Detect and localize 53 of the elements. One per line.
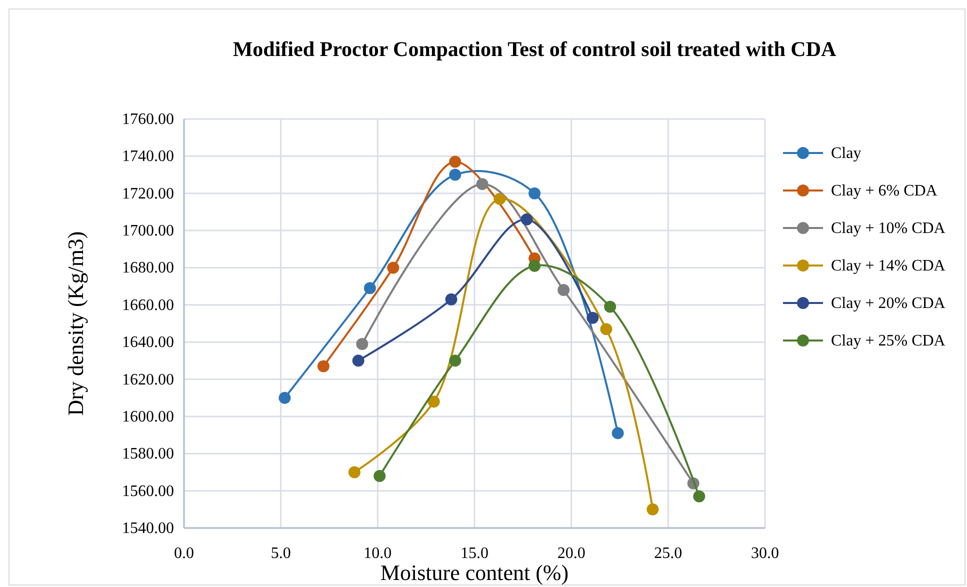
point [612, 427, 624, 440]
x-tick-label: 5.0 [270, 545, 291, 562]
point [520, 213, 533, 226]
point [374, 470, 386, 482]
point [449, 156, 462, 168]
point [356, 338, 368, 350]
y-tick-label: 1680.00 [122, 260, 174, 277]
x-tick-label: 25.0 [654, 545, 682, 562]
point [528, 187, 541, 200]
y-tick-label: 1720.00 [122, 185, 174, 202]
point [348, 466, 360, 478]
x-tick-label: 15.0 [460, 545, 488, 562]
y-tick-label: 1600.00 [122, 408, 174, 426]
legend-label: Clay [831, 145, 862, 162]
point [317, 360, 330, 372]
point [428, 396, 440, 408]
x-tick-label: 0.0 [174, 545, 194, 562]
point [449, 354, 462, 367]
chart-title: Modified Proctor Compaction Test of control soil treated with CDA [232, 37, 837, 61]
point [278, 392, 291, 404]
point [586, 312, 599, 324]
point [646, 503, 659, 516]
legend-label: Clay + 14% CDA [831, 258, 946, 274]
point [558, 284, 570, 296]
point [528, 260, 541, 272]
x-tick-label: 20.0 [557, 545, 586, 562]
x-axis-title: Moisture content (%) [380, 560, 569, 585]
y-tick-label: 1620.00 [122, 371, 174, 388]
y-tick-label: 1580.00 [122, 446, 174, 463]
point [604, 300, 616, 313]
y-axis-title: Dry density (Kg/m3) [63, 231, 88, 416]
x-tick-label: 30.0 [751, 545, 779, 562]
point [476, 178, 488, 190]
y-tick-label: 1560.00 [122, 482, 174, 500]
y-tick-label: 1540.00 [122, 520, 174, 537]
x-tick-label: 10.0 [364, 545, 392, 562]
point [445, 293, 458, 306]
legend-label: Clay + 20% CDA [831, 295, 946, 312]
point [494, 192, 506, 205]
legend-label: Clay + 6% CDA [831, 182, 938, 200]
legend-label: Clay + 10% CDA [831, 220, 946, 237]
point [449, 168, 462, 181]
point [600, 323, 612, 336]
y-tick-label: 1740.00 [122, 148, 174, 166]
y-tick-label: 1660.00 [122, 296, 174, 314]
point [693, 490, 706, 502]
y-tick-label: 1760.00 [122, 111, 174, 128]
point [352, 354, 364, 367]
point [364, 282, 376, 294]
y-tick-label: 1640.00 [122, 334, 174, 352]
y-tick-label: 1700.00 [122, 222, 174, 240]
point [387, 262, 400, 274]
legend-label: Clay + 25% CDA [831, 332, 946, 350]
